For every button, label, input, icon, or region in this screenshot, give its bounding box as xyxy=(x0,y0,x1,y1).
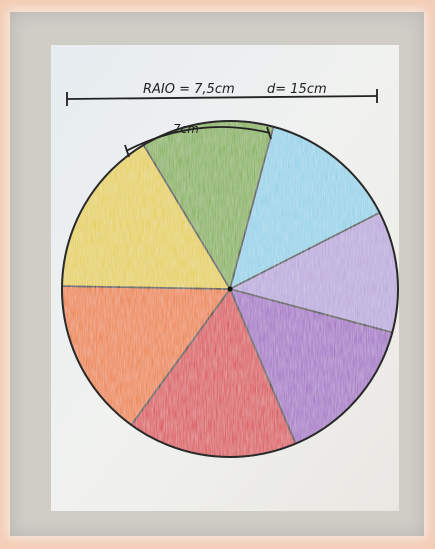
diameter-note: d= 15cm xyxy=(267,82,327,97)
arc-note: 7cm xyxy=(173,122,199,136)
wheel-center xyxy=(227,286,233,292)
arc-measure-line xyxy=(124,126,272,158)
diameter-measure-line xyxy=(66,89,378,106)
radius-note: RAIO = 7,5cm xyxy=(143,82,235,97)
color-wheel-drawing: RAIO = 7,5cm d= 15cm 7cm xyxy=(51,45,399,511)
wheel-outline xyxy=(61,120,399,458)
photo: RAIO = 7,5cm d= 15cm 7cm xyxy=(51,45,399,511)
